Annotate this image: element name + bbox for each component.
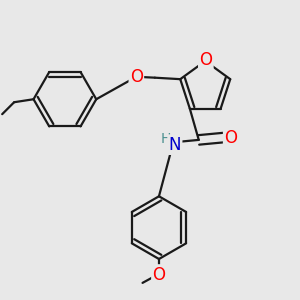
Text: N: N <box>169 136 181 154</box>
Text: O: O <box>199 51 212 69</box>
Text: O: O <box>130 68 143 86</box>
Text: H: H <box>161 132 171 146</box>
Text: O: O <box>152 266 166 284</box>
Text: O: O <box>224 128 237 146</box>
